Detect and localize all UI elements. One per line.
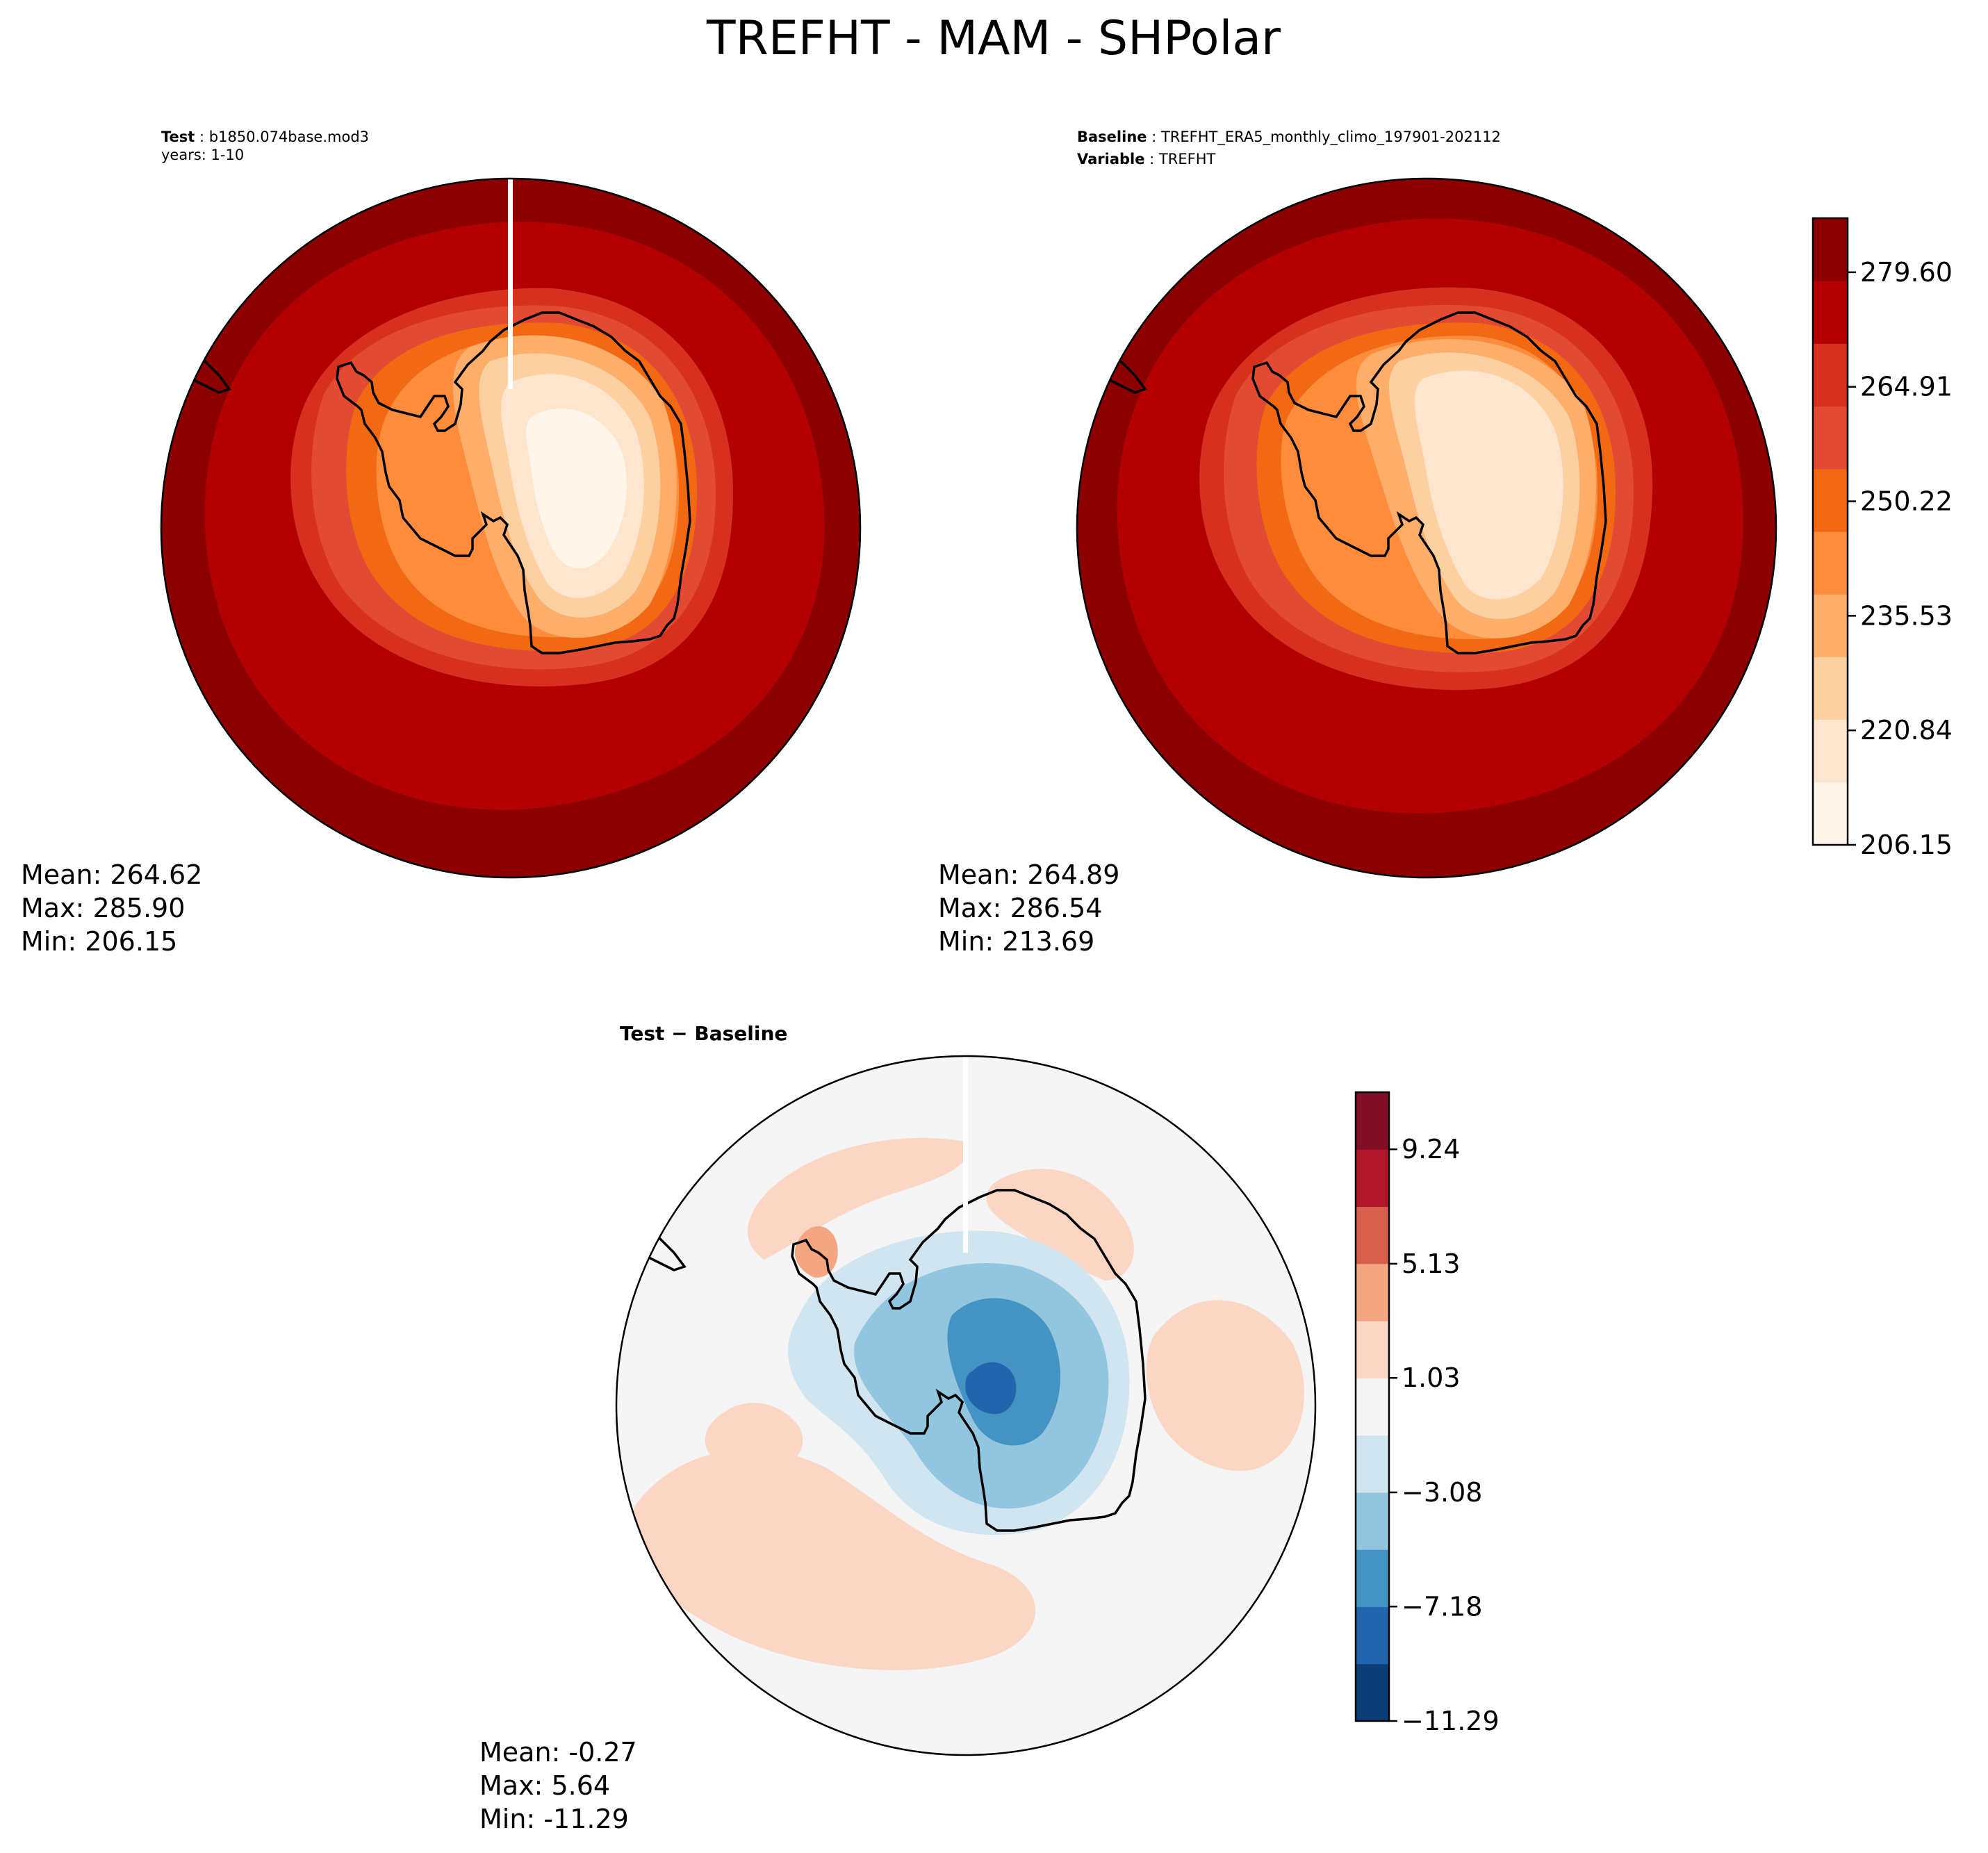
diff-colorbar-level-9 — [1356, 1206, 1389, 1265]
diff-stat-mean: Mean: -0.27 — [479, 1737, 637, 1768]
diff-colorbar-level-2 — [1356, 1606, 1389, 1665]
main-colorbar-tick-label: 279.60 — [1860, 257, 1953, 288]
diff-colorbar-tick-label: 9.24 — [1402, 1134, 1461, 1164]
diff-colorbar-level-4 — [1356, 1492, 1389, 1550]
panel-test: Test : b1850.074base.mod3 years: 1-10 M — [21, 129, 862, 957]
main-colorbar-tick-label: 206.15 — [1860, 830, 1953, 860]
diff-warm-patch-1 — [748, 1137, 969, 1260]
main-colorbar-level-5 — [1813, 532, 1848, 595]
main-colorbar-blocks — [1813, 218, 1848, 846]
main-colorbar-frame — [1812, 217, 1849, 846]
main-colorbar-tick-label: 235.53 — [1860, 600, 1953, 631]
main-colorbar-level-10 — [1813, 218, 1848, 281]
main-colorbar-level-1 — [1813, 782, 1848, 846]
main-colorbar-tick-label: 220.84 — [1860, 715, 1953, 746]
test-map — [161, 179, 860, 878]
diff-dateline-seam — [963, 1056, 968, 1253]
main-colorbar: 206.15 220.84 235.53 250.22 264.91 279.60 — [1812, 217, 1953, 860]
baseline-stat-min: Min: 213.69 — [938, 926, 1094, 957]
diff-colorbar-tick-label: 5.13 — [1402, 1249, 1461, 1279]
diff-colorbar-ticks: −11.29 −7.18 −3.08 1.03 5.13 9.24 — [1389, 1134, 1500, 1736]
main-colorbar-level-3 — [1813, 657, 1848, 720]
baseline-label: Baseline : TREFHT_ERA5_monthly_climo_197… — [1077, 129, 1501, 146]
main-colorbar-level-7 — [1813, 406, 1848, 470]
baseline-stat-mean: Mean: 264.89 — [938, 859, 1119, 890]
test-stat-min: Min: 206.15 — [21, 926, 177, 957]
diff-colorbar-level-3 — [1356, 1549, 1389, 1607]
diff-label: Test − Baseline — [620, 1022, 787, 1045]
diff-colorbar-level-8 — [1356, 1263, 1389, 1321]
main-colorbar-tick-label: 264.91 — [1860, 372, 1953, 402]
diff-colorbar-tick-label: −11.29 — [1402, 1706, 1500, 1736]
baseline-map — [1077, 179, 1776, 878]
variable-label: Variable : TREFHT — [1077, 151, 1215, 167]
diff-colorbar-frame — [1354, 1091, 1390, 1722]
baseline-stat-max: Max: 286.54 — [938, 893, 1102, 923]
diff-colorbar-level-11 — [1356, 1092, 1389, 1150]
diff-colorbar-level-6 — [1356, 1378, 1389, 1436]
diff-colorbar: −11.29 −7.18 −3.08 1.03 5.13 9.24 — [1354, 1091, 1500, 1736]
diff-stat-min: Min: -11.29 — [479, 1804, 629, 1834]
main-colorbar-level-6 — [1813, 468, 1848, 532]
diff-warm-patch-5 — [705, 1403, 803, 1472]
main-colorbar-ticks: 206.15 220.84 235.53 250.22 264.91 279.60 — [1848, 257, 1953, 860]
test-label: Test : b1850.074base.mod3 — [161, 129, 369, 145]
diff-colorbar-tick-label: −3.08 — [1402, 1477, 1482, 1508]
diff-field — [616, 1056, 1315, 1755]
figure-title: TREFHT - MAM - SHPolar — [706, 11, 1281, 66]
main-colorbar-level-2 — [1813, 719, 1848, 783]
diff-colorbar-tick-label: 1.03 — [1402, 1362, 1461, 1393]
diff-colorbar-level-5 — [1356, 1435, 1389, 1493]
diff-map — [616, 1056, 1315, 1755]
test-years-label: years: 1-10 — [161, 147, 244, 163]
diff-cool-patch-4 — [965, 1362, 1017, 1415]
test-stat-max: Max: 285.90 — [21, 893, 185, 923]
diff-colorbar-level-1 — [1356, 1663, 1389, 1722]
diff-colorbar-level-7 — [1356, 1321, 1389, 1378]
panel-diff: Test − Baseline Mean: -0.27 Max: 5 — [479, 1022, 1317, 1834]
test-dateline-seam — [508, 179, 513, 389]
diff-colorbar-blocks — [1356, 1092, 1389, 1722]
test-band-10 — [526, 409, 627, 569]
main-colorbar-level-9 — [1813, 281, 1848, 344]
test-field — [161, 179, 860, 878]
diff-warm-patch-3 — [1146, 1300, 1304, 1472]
main-colorbar-level-4 — [1813, 594, 1848, 657]
baseline-field — [1077, 179, 1776, 878]
baseline-map-border — [1076, 177, 1777, 879]
main-colorbar-level-8 — [1813, 343, 1848, 407]
test-stat-mean: Mean: 264.62 — [21, 859, 202, 890]
diff-stat-max: Max: 5.64 — [479, 1770, 610, 1801]
test-map-border — [160, 177, 862, 879]
panel-baseline: Baseline : TREFHT_ERA5_monthly_climo_197… — [938, 129, 1777, 957]
diff-colorbar-tick-label: −7.18 — [1402, 1591, 1482, 1622]
diff-colorbar-level-10 — [1356, 1149, 1389, 1208]
diff-warm-patch-4 — [627, 1449, 1035, 1670]
baseline-band-9 — [1414, 370, 1563, 600]
main-colorbar-tick-label: 250.22 — [1860, 486, 1953, 517]
diff-map-border — [615, 1055, 1317, 1756]
diff-warm-patch-2 — [986, 1169, 1134, 1280]
